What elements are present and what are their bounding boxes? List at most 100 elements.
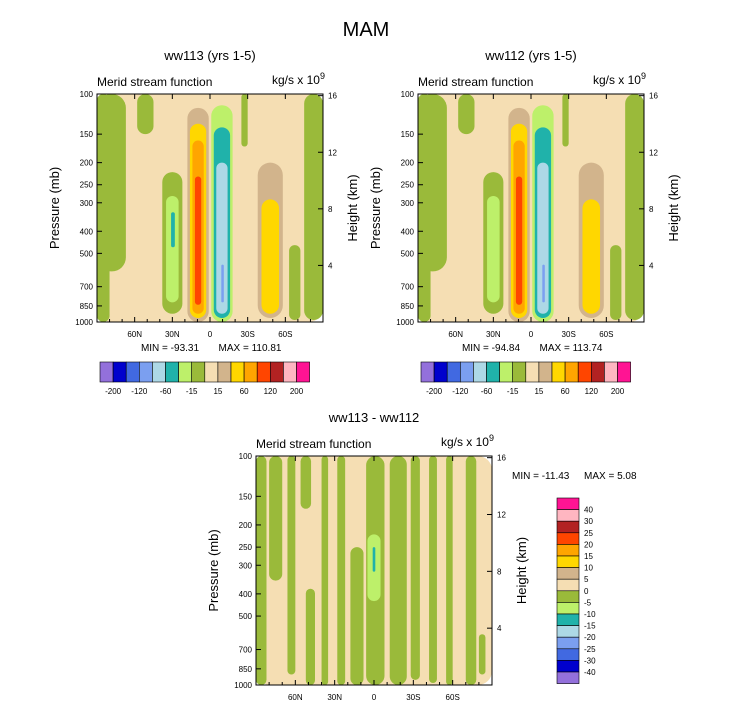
panel-ww112: ww112 (yrs 1-5) Merid stream function kg/s…	[368, 48, 681, 354]
colorbar-box	[230, 361, 245, 383]
x-tick-label: 30N	[486, 330, 501, 339]
colorbar-label: -15	[186, 387, 198, 396]
colorbar-box	[556, 636, 580, 650]
colorbar-label: 25	[584, 529, 593, 538]
y-tick-label: 1000	[234, 681, 252, 690]
colorbar-box	[556, 648, 580, 661]
contour-region	[321, 456, 329, 685]
colorbar-label: 15	[584, 552, 593, 561]
colorbar-box	[486, 361, 500, 383]
colorbar-label: 20	[584, 540, 593, 549]
colorbar-label: 60	[240, 387, 249, 396]
colorbar-label: 60	[561, 387, 570, 396]
y-axis-title: Pressure (mb)	[47, 167, 62, 249]
colorbar-box	[577, 361, 592, 383]
height-tick-label: 16	[497, 454, 506, 463]
contour-region	[261, 199, 280, 314]
x-tick-label: 0	[208, 330, 213, 339]
y-tick-label: 500	[401, 249, 415, 258]
colorbar-label: -200	[105, 387, 122, 396]
x-tick-label: 30N	[165, 330, 180, 339]
y-tick-label: 150	[80, 130, 94, 139]
colorbar-label: -25	[584, 645, 596, 654]
y-tick-label: 400	[401, 227, 415, 236]
y-tick-label: 1000	[75, 318, 93, 327]
colorbar-label: -5	[584, 598, 592, 607]
height-tick-label: 16	[328, 92, 337, 101]
colorbar-label: 5	[584, 575, 589, 584]
colorbar-label: 40	[584, 506, 593, 515]
colorbar-label: 30	[584, 517, 593, 526]
height-tick-label: 8	[649, 205, 654, 214]
colorbar-box	[204, 361, 219, 383]
panel-title: ww113 (yrs 1-5)	[163, 48, 256, 63]
y-tick-label: 400	[239, 590, 253, 599]
colorbar-box	[556, 613, 580, 626]
right-string: kg/s x 109	[593, 71, 646, 87]
panel-title: ww113 - ww112	[328, 410, 420, 425]
colorbar-label: 15	[534, 387, 543, 396]
contour-region	[194, 176, 202, 305]
y-axis-title-right: Height (km)	[666, 174, 681, 241]
contour-region	[418, 94, 431, 322]
colorbar-box	[256, 361, 271, 383]
colorbar-box	[296, 361, 310, 383]
colorbar-label: -60	[160, 387, 172, 396]
colorbar-box	[556, 520, 580, 534]
colorbar-box	[99, 361, 114, 383]
max-value: MAX = 113.74	[540, 343, 603, 354]
colorbar-box	[165, 361, 179, 383]
colorbar-box	[283, 361, 297, 383]
contour-region	[446, 456, 453, 685]
figure-title: MAM	[343, 19, 390, 41]
colorbar-box	[269, 361, 284, 383]
max-value: MAX = 5.08	[584, 471, 637, 482]
contour-region	[304, 94, 323, 320]
x-tick-label: 60S	[599, 330, 613, 339]
colorbar-box	[556, 578, 580, 592]
contour-region	[137, 94, 154, 135]
contour-region	[300, 456, 312, 509]
units-text: kg/s x 10	[272, 73, 320, 87]
min-value: MIN = -93.31	[141, 343, 200, 354]
contour-region	[465, 456, 477, 685]
colorbar-box	[525, 361, 540, 383]
colorbar-box	[152, 361, 166, 383]
colorbar-box	[564, 361, 579, 383]
contour-region	[166, 195, 179, 303]
contour-region	[537, 162, 549, 314]
x-tick-label: 30S	[562, 330, 576, 339]
contour-region	[305, 588, 315, 685]
y-axis-title: Pressure (mb)	[368, 167, 383, 249]
units-exponent: 9	[641, 71, 646, 81]
x-tick-label: 0	[372, 693, 377, 702]
colorbar-box	[420, 361, 435, 383]
x-tick-label: 60S	[278, 330, 292, 339]
contour-region	[389, 456, 407, 685]
contour-region	[97, 94, 110, 322]
height-tick-label: 8	[328, 205, 333, 214]
max-value: MAX = 110.81	[219, 343, 282, 354]
colorbar-box	[604, 361, 618, 383]
colorbar-box	[473, 361, 487, 383]
x-tick-label: 30S	[406, 693, 420, 702]
colorbar-box	[556, 544, 580, 557]
y-tick-label: 250	[239, 543, 253, 552]
colorbar-label: -200	[426, 387, 443, 396]
contour-region	[410, 456, 420, 680]
contour-region	[625, 94, 644, 320]
contour-region	[487, 195, 500, 303]
y-tick-label: 850	[80, 302, 94, 311]
contour-region	[337, 456, 346, 685]
left-string: Merid stream function	[256, 437, 371, 451]
units-exponent: 9	[489, 433, 494, 443]
colorbar-box	[459, 361, 474, 383]
y-tick-label: 150	[401, 130, 415, 139]
colorbar-box	[556, 590, 580, 603]
contour-field	[256, 456, 492, 685]
y-tick-label: 1000	[396, 318, 414, 327]
contour-region	[515, 176, 523, 305]
colorbar-box	[178, 361, 193, 383]
colorbar-box	[556, 567, 580, 580]
